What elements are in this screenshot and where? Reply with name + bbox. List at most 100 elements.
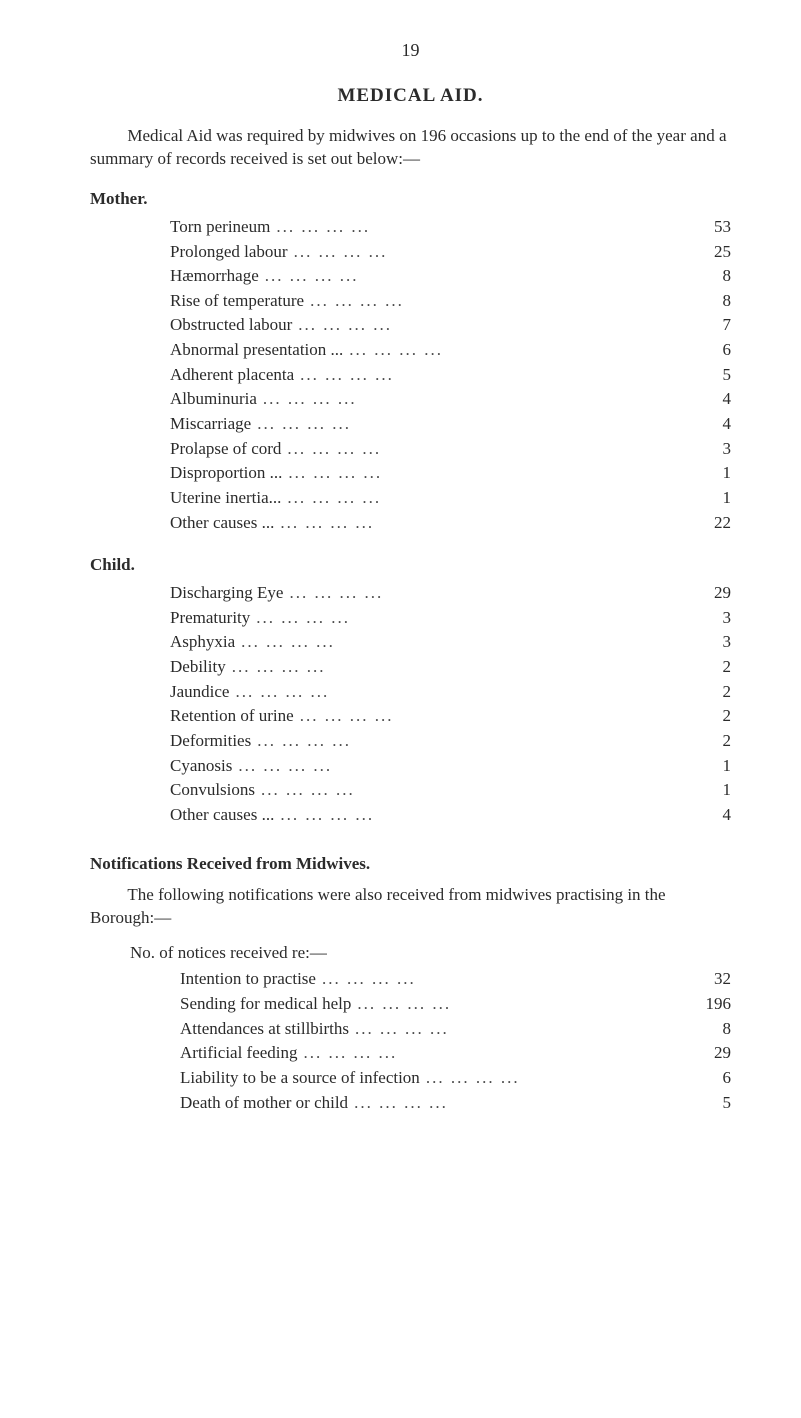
table-row: Deformities2 (170, 729, 731, 754)
table-row: Discharging Eye29 (170, 581, 731, 606)
leader-dots (343, 338, 681, 363)
row-label: Torn perineum (170, 215, 270, 240)
leader-dots (281, 486, 681, 511)
row-label: Death of mother or child (180, 1091, 348, 1116)
table-row: Abnormal presentation ...6 (170, 338, 731, 363)
table-row: Other causes ... 22 (170, 511, 731, 536)
table-row: Albuminuria 4 (170, 387, 731, 412)
row-label: Discharging Eye (170, 581, 283, 606)
row-value: 32 (681, 967, 731, 992)
row-label: Disproportion ... (170, 461, 282, 486)
row-value: 3 (681, 630, 731, 655)
row-value: 25 (681, 240, 731, 265)
row-value: 2 (681, 704, 731, 729)
table-row: Attendances at stillbirths 8 (180, 1017, 731, 1042)
leader-dots (298, 1041, 681, 1066)
notifications-heading: Notifications Received from Midwives. (90, 854, 731, 874)
row-value: 3 (681, 437, 731, 462)
table-row: Intention to practise32 (180, 967, 731, 992)
document-title: MEDICAL AID. (90, 85, 731, 107)
table-row: Artificial feeding 29 (180, 1041, 731, 1066)
leader-dots (251, 412, 681, 437)
row-value: 4 (681, 803, 731, 828)
row-label: Rise of temperature (170, 289, 304, 314)
notifications-list: Intention to practise32Sending for medic… (180, 967, 731, 1115)
leader-dots (351, 992, 681, 1017)
row-value: 8 (681, 264, 731, 289)
row-label: Obstructed labour (170, 313, 292, 338)
table-row: Cyanosis1 (170, 754, 731, 779)
leader-dots (288, 240, 681, 265)
leader-dots (281, 437, 681, 462)
row-value: 7 (681, 313, 731, 338)
table-row: Debility 2 (170, 655, 731, 680)
table-row: Prematurity3 (170, 606, 731, 631)
table-row: Uterine inertia... 1 (170, 486, 731, 511)
row-label: Cyanosis (170, 754, 232, 779)
row-label: Debility (170, 655, 226, 680)
leader-dots (274, 803, 681, 828)
table-row: Adherent placenta 5 (170, 363, 731, 388)
child-heading: Child. (90, 555, 731, 575)
leader-dots (251, 729, 681, 754)
row-value: 8 (681, 1017, 731, 1042)
table-row: Miscarriage4 (170, 412, 731, 437)
table-row: Liability to be a source of infection 6 (180, 1066, 731, 1091)
row-label: Hæmorrhage (170, 264, 259, 289)
row-label: Uterine inertia... (170, 486, 281, 511)
row-label: Deformities (170, 729, 251, 754)
row-label: Liability to be a source of infection (180, 1066, 420, 1091)
leader-dots (420, 1066, 681, 1091)
row-value: 5 (681, 1091, 731, 1116)
intro-paragraph: Medical Aid was required by midwives on … (90, 125, 731, 171)
row-value: 4 (681, 387, 731, 412)
row-label: Other causes ... (170, 511, 274, 536)
table-row: Hæmorrhage 8 (170, 264, 731, 289)
leader-dots (316, 967, 681, 992)
row-value: 29 (681, 1041, 731, 1066)
leader-dots (282, 461, 681, 486)
table-row: Prolapse of cord3 (170, 437, 731, 462)
leader-dots (250, 606, 681, 631)
row-value: 1 (681, 486, 731, 511)
row-value: 6 (681, 1066, 731, 1091)
leader-dots (232, 754, 681, 779)
row-value: 22 (681, 511, 731, 536)
leader-dots (270, 215, 681, 240)
table-row: Convulsions1 (170, 778, 731, 803)
leader-dots (257, 387, 681, 412)
row-value: 2 (681, 655, 731, 680)
leader-dots (349, 1017, 681, 1042)
leader-dots (259, 264, 681, 289)
page-number: 19 (90, 40, 731, 61)
mother-heading: Mother. (90, 189, 731, 209)
row-value: 5 (681, 363, 731, 388)
row-label: Asphyxia (170, 630, 235, 655)
table-row: Other causes ... 4 (170, 803, 731, 828)
table-row: Rise of temperature 8 (170, 289, 731, 314)
leader-dots (255, 778, 681, 803)
table-row: Retention of urine 2 (170, 704, 731, 729)
table-row: Death of mother or child 5 (180, 1091, 731, 1116)
row-value: 53 (681, 215, 731, 240)
row-label: Adherent placenta (170, 363, 294, 388)
row-label: Albuminuria (170, 387, 257, 412)
table-row: Sending for medical help196 (180, 992, 731, 1017)
row-value: 1 (681, 461, 731, 486)
row-label: Sending for medical help (180, 992, 351, 1017)
leader-dots (292, 313, 681, 338)
row-value: 8 (681, 289, 731, 314)
row-label: Other causes ... (170, 803, 274, 828)
row-label: Retention of urine (170, 704, 294, 729)
leader-dots (226, 655, 681, 680)
row-label: Artificial feeding (180, 1041, 298, 1066)
leader-dots (348, 1091, 681, 1116)
notices-sublabel: No. of notices received re:— (130, 943, 731, 963)
row-label: Convulsions (170, 778, 255, 803)
table-row: Disproportion ... 1 (170, 461, 731, 486)
leader-dots (294, 704, 681, 729)
row-label: Prematurity (170, 606, 250, 631)
table-row: Obstructed labour 7 (170, 313, 731, 338)
row-label: Attendances at stillbirths (180, 1017, 349, 1042)
leader-dots (229, 680, 681, 705)
